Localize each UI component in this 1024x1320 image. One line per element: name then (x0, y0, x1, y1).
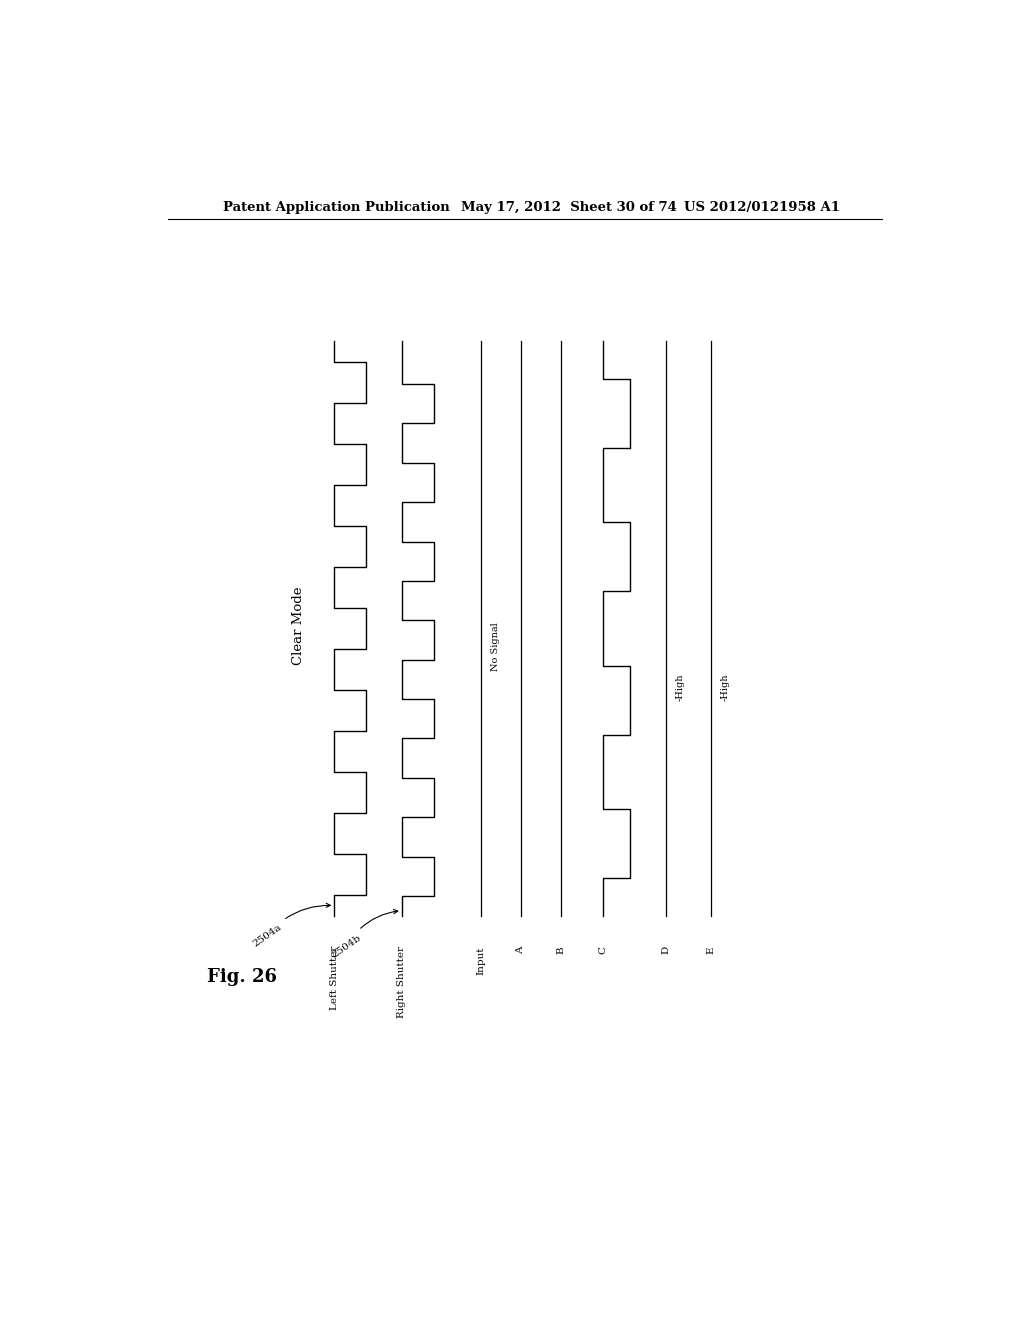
Text: Left Shutter: Left Shutter (330, 946, 339, 1011)
Text: Input: Input (476, 946, 485, 974)
Text: -High: -High (676, 673, 685, 701)
Text: US 2012/0121958 A1: US 2012/0121958 A1 (684, 201, 840, 214)
Text: C: C (598, 946, 607, 954)
Text: Right Shutter: Right Shutter (397, 946, 407, 1018)
Text: A: A (516, 946, 525, 953)
Text: 2504a: 2504a (251, 903, 331, 949)
Text: -High: -High (721, 673, 730, 701)
Text: May 17, 2012  Sheet 30 of 74: May 17, 2012 Sheet 30 of 74 (461, 201, 677, 214)
Text: 2504b: 2504b (330, 909, 397, 960)
Text: Patent Application Publication: Patent Application Publication (223, 201, 450, 214)
Text: No Signal: No Signal (490, 622, 500, 671)
Text: E: E (707, 946, 716, 953)
Text: B: B (556, 946, 565, 954)
Text: D: D (662, 946, 671, 954)
Text: Fig. 26: Fig. 26 (207, 968, 278, 986)
Text: Clear Mode: Clear Mode (292, 586, 305, 665)
